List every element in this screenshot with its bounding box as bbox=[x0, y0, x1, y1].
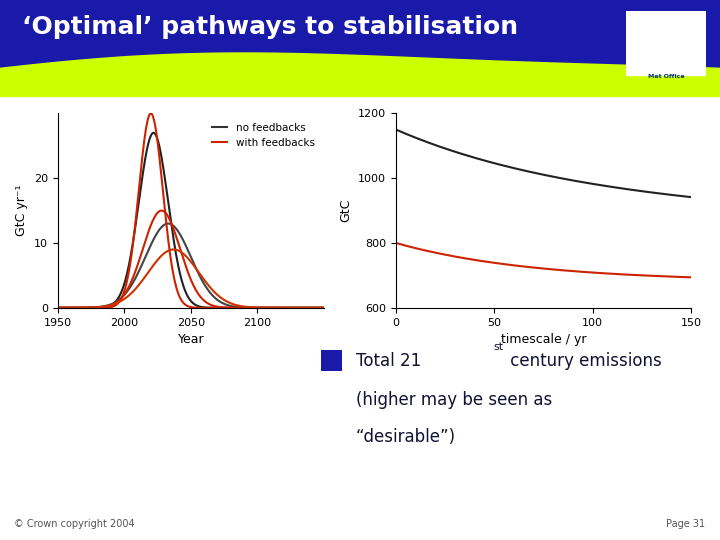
Text: “desirable”): “desirable”) bbox=[356, 428, 456, 447]
Text: Total 21: Total 21 bbox=[356, 352, 421, 370]
Text: (higher may be seen as: (higher may be seen as bbox=[356, 391, 552, 409]
Text: Page 31: Page 31 bbox=[667, 519, 706, 529]
Polygon shape bbox=[0, 52, 720, 97]
Text: Met Office: Met Office bbox=[648, 75, 684, 79]
Text: ‘Optimal’ pathways to stabilisation: ‘Optimal’ pathways to stabilisation bbox=[22, 15, 518, 39]
X-axis label: timescale / yr: timescale / yr bbox=[501, 333, 586, 346]
Y-axis label: GtC: GtC bbox=[340, 199, 353, 222]
Bar bbox=[320, 350, 342, 371]
Text: st: st bbox=[494, 342, 504, 353]
X-axis label: Year: Year bbox=[178, 333, 204, 346]
Text: © Crown copyright 2004: © Crown copyright 2004 bbox=[14, 519, 135, 529]
Polygon shape bbox=[0, 0, 720, 66]
Y-axis label: GtC yr⁻¹: GtC yr⁻¹ bbox=[15, 185, 28, 237]
Text: century emissions: century emissions bbox=[505, 352, 662, 370]
Legend: no feedbacks, with feedbacks: no feedbacks, with feedbacks bbox=[207, 119, 319, 152]
Bar bbox=[626, 11, 706, 75]
